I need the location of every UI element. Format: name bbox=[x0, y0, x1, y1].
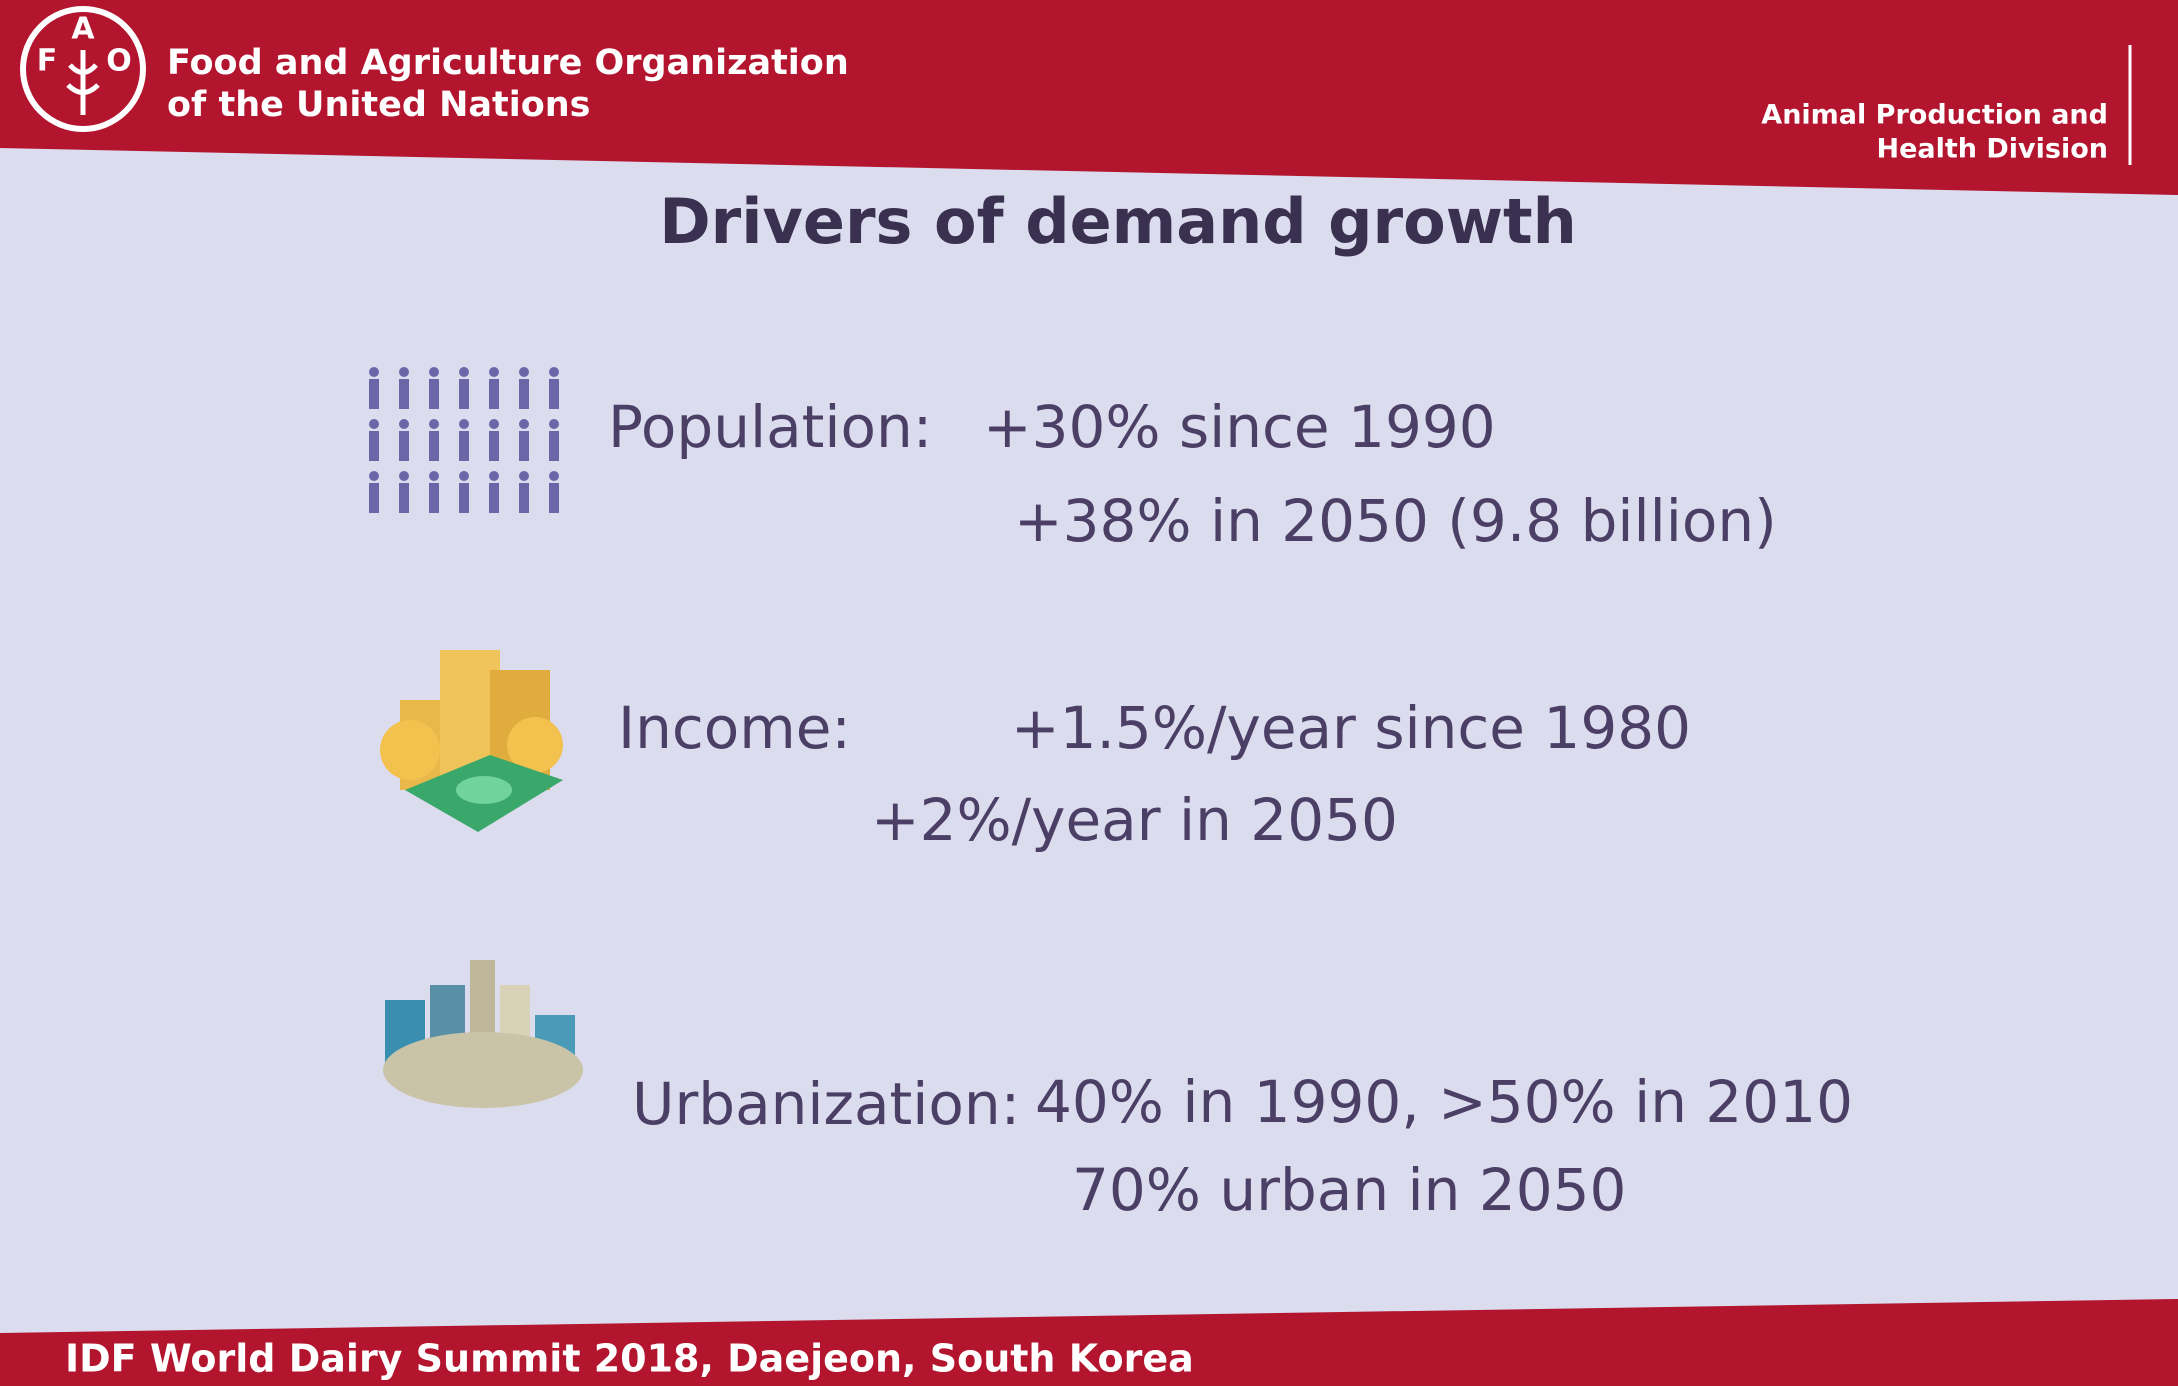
person-body bbox=[399, 379, 409, 409]
person-body bbox=[369, 431, 379, 461]
org-name: Food and Agriculture Organization bbox=[167, 43, 849, 83]
person-body bbox=[549, 483, 559, 513]
person-head bbox=[399, 419, 409, 429]
person-head bbox=[369, 419, 379, 429]
person-head bbox=[519, 367, 529, 377]
person-head bbox=[519, 419, 529, 429]
banknote-mark bbox=[456, 776, 512, 804]
person-body bbox=[369, 379, 379, 409]
driver-line: +30% since 1990 bbox=[983, 393, 1496, 461]
logo-letter: A bbox=[71, 12, 95, 47]
person-head bbox=[549, 419, 559, 429]
person-head bbox=[489, 419, 499, 429]
person-body bbox=[549, 379, 559, 409]
person-body bbox=[429, 483, 439, 513]
person-head bbox=[489, 471, 499, 481]
page: F A O Food and Agriculture Organization … bbox=[0, 0, 2178, 1386]
person-body bbox=[489, 379, 499, 409]
driver-line: +1.5%/year since 1980 bbox=[1011, 694, 1691, 762]
person-head bbox=[369, 471, 379, 481]
person-head bbox=[489, 367, 499, 377]
person-head bbox=[399, 471, 409, 481]
person-head bbox=[429, 367, 439, 377]
division: Health Division bbox=[1876, 134, 2108, 165]
person-head bbox=[549, 367, 559, 377]
person-body bbox=[369, 483, 379, 513]
person-head bbox=[459, 367, 469, 377]
division: Animal Production and bbox=[1761, 100, 2108, 131]
driver-line: +38% in 2050 (9.8 billion) bbox=[1014, 487, 1777, 555]
driver-line: 70% urban in 2050 bbox=[1072, 1156, 1626, 1224]
person-body bbox=[489, 431, 499, 461]
person-head bbox=[459, 471, 469, 481]
person-body bbox=[519, 483, 529, 513]
logo-letter: F bbox=[37, 44, 58, 79]
person-body bbox=[429, 431, 439, 461]
driver-line: 40% in 1990, >50% in 2010 bbox=[1035, 1068, 1853, 1136]
driver-label: Population: bbox=[608, 393, 932, 461]
coin bbox=[380, 720, 440, 780]
person-head bbox=[429, 471, 439, 481]
slide: F A O Food and Agriculture Organization … bbox=[0, 0, 2178, 1386]
person-body bbox=[489, 483, 499, 513]
person-body bbox=[519, 379, 529, 409]
person-head bbox=[429, 419, 439, 429]
driver-label: Urbanization: bbox=[632, 1070, 1020, 1138]
org-name: of the United Nations bbox=[167, 85, 591, 125]
person-body bbox=[399, 483, 409, 513]
person-head bbox=[459, 419, 469, 429]
person-body bbox=[459, 483, 469, 513]
driver-label: Income: bbox=[618, 694, 851, 762]
city-ground bbox=[383, 1032, 583, 1108]
person-body bbox=[399, 431, 409, 461]
logo-letter: O bbox=[106, 44, 132, 79]
person-head bbox=[369, 367, 379, 377]
person-head bbox=[519, 471, 529, 481]
person-head bbox=[549, 471, 559, 481]
slide-title: Drivers of demand growth bbox=[659, 185, 1577, 258]
person-body bbox=[459, 431, 469, 461]
person-body bbox=[429, 379, 439, 409]
person-head bbox=[399, 367, 409, 377]
person-body bbox=[519, 431, 529, 461]
person-body bbox=[549, 431, 559, 461]
footer-text: IDF World Dairy Summit 2018, Daejeon, So… bbox=[65, 1337, 1194, 1381]
person-body bbox=[459, 379, 469, 409]
driver-line: +2%/year in 2050 bbox=[871, 786, 1398, 854]
